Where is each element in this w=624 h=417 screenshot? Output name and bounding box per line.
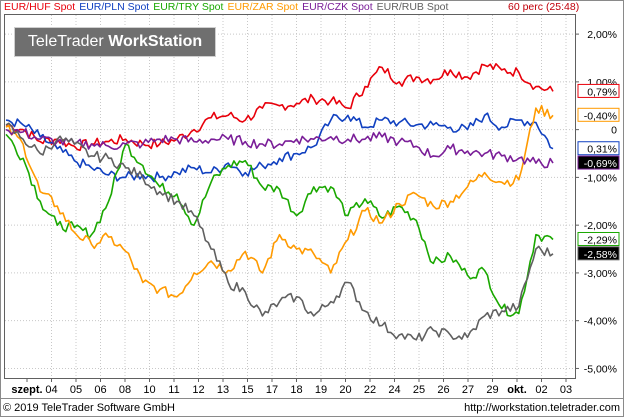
series-line-eurzarspot bbox=[5, 104, 554, 299]
x-tick-label: 19 bbox=[315, 384, 327, 396]
y-tick-label: -2,00% bbox=[584, 220, 617, 232]
series-line-eurhufspot bbox=[5, 62, 554, 152]
legend-item-eurrub: EUR/RUB Spot bbox=[376, 1, 449, 13]
last-value-box bbox=[577, 83, 620, 98]
x-tick-label: 18 bbox=[290, 384, 302, 396]
y-tick-label: -4,00% bbox=[584, 316, 617, 328]
grid-lines bbox=[5, 15, 575, 378]
x-tick-label: 10 bbox=[143, 384, 155, 396]
x-tick-label: 11 bbox=[168, 384, 179, 396]
x-tick-label: 02 bbox=[535, 384, 547, 396]
x-tick-label: 24 bbox=[388, 384, 400, 396]
last-value-box bbox=[577, 246, 620, 261]
teletrader-watermark-logo: TeleTrader WorkStation bbox=[14, 27, 216, 57]
y-tick-label: 2,00% bbox=[587, 29, 617, 41]
legend-item-eurtry: EUR/TRY Spot bbox=[153, 1, 224, 13]
x-tick-label: 29 bbox=[486, 384, 498, 396]
x-axis: szept. 04 05 06 08 10 11 12 13 15 17 18 19 20 22 24 25 26… bbox=[11, 378, 572, 396]
last-value-box bbox=[577, 155, 620, 170]
series-line-eurplnspot bbox=[5, 112, 554, 183]
last-value-box bbox=[577, 107, 620, 122]
website-link[interactable]: http://workstation.teletrader.com bbox=[464, 402, 620, 414]
x-tick-label: 15 bbox=[241, 384, 253, 396]
x-tick-label: 04 bbox=[45, 384, 57, 396]
legend-item-eurczk: EUR/CZK Spot bbox=[302, 1, 373, 13]
x-tick-label: 05 bbox=[70, 384, 82, 396]
last-value-label: -2,58% bbox=[584, 249, 617, 261]
y-tick-label: 0 bbox=[611, 125, 617, 137]
x-tick-label: 26 bbox=[437, 384, 449, 396]
series-line-eurtryspot bbox=[5, 133, 554, 317]
legend: EUR/HUF Spot EUR/PLN Spot EUR/TRY Spot E… bbox=[4, 1, 448, 13]
copyright-text: © 2019 TeleTrader Software GmbH bbox=[3, 402, 175, 414]
series-lines bbox=[5, 62, 554, 342]
x-tick-label: 25 bbox=[413, 384, 425, 396]
y-axis: 2,00%1,00%0-1,00%-2,00%-3,00%-4,00%-5,00… bbox=[575, 29, 617, 375]
y-tick-label: -3,00% bbox=[584, 268, 617, 280]
series-line-eurczkspot bbox=[5, 128, 554, 169]
x-tick-label: 12 bbox=[192, 384, 204, 396]
last-value-labels: 0,79% 0,31% -2,29% -0,40% -0,69% -2,58% bbox=[577, 83, 620, 261]
x-tick-label: 03 bbox=[560, 384, 572, 396]
last-value-label: -0,69% bbox=[584, 158, 617, 170]
last-value-label: 0,79% bbox=[587, 86, 617, 98]
series-line-eurrubspot bbox=[5, 122, 554, 342]
last-value-box bbox=[577, 141, 620, 156]
y-tick-label: -1,00% bbox=[584, 172, 617, 184]
x-tick-label: okt. bbox=[507, 384, 527, 396]
legend-item-eurpln: EUR/PLN Spot bbox=[79, 1, 150, 13]
legend-item-eurzar: EUR/ZAR Spot bbox=[227, 1, 299, 13]
watermark-brand: TeleTrader bbox=[27, 33, 104, 50]
watermark-product: WorkStation bbox=[108, 33, 203, 50]
last-value-label: -2,29% bbox=[584, 234, 617, 246]
x-tick-label: 17 bbox=[266, 384, 278, 396]
last-value-box bbox=[577, 231, 620, 246]
plot-area-border bbox=[4, 14, 576, 379]
x-tick-label: 13 bbox=[217, 384, 229, 396]
legend-item-eurhuf: EUR/HUF Spot bbox=[4, 1, 76, 13]
x-tick-label: 27 bbox=[462, 384, 474, 396]
x-tick-label: 08 bbox=[119, 384, 131, 396]
y-tick-label: -5,00% bbox=[584, 363, 617, 375]
x-tick-label: 22 bbox=[364, 384, 376, 396]
x-tick-label: szept. bbox=[11, 384, 42, 396]
last-value-label: -0,40% bbox=[584, 110, 617, 122]
x-tick-label: 06 bbox=[94, 384, 106, 396]
x-tick-label: 20 bbox=[339, 384, 351, 396]
period-label: 60 perc (25:48) bbox=[508, 1, 580, 13]
last-value-label: 0,31% bbox=[587, 144, 617, 156]
